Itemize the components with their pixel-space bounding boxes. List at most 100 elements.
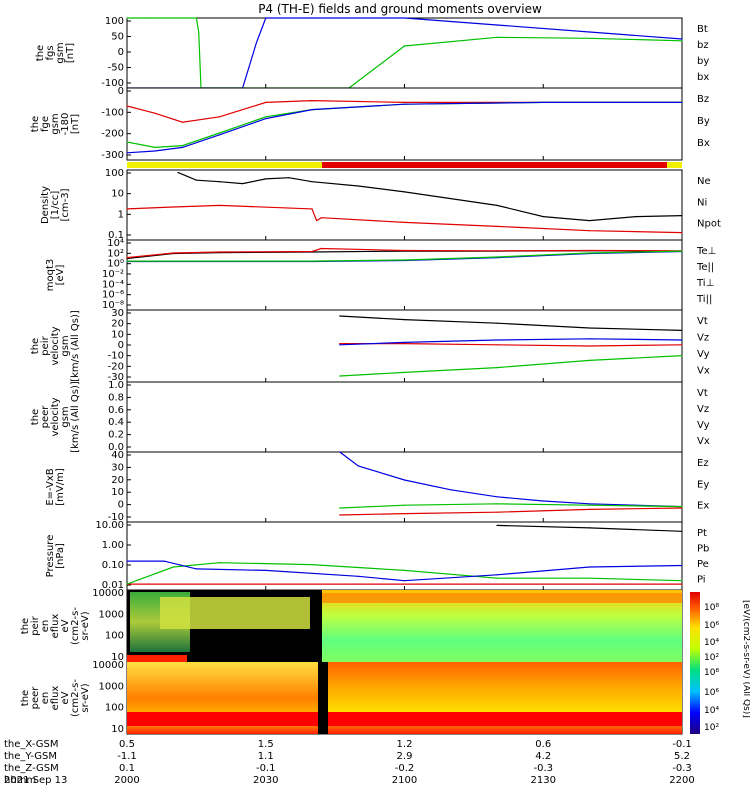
series-point <box>311 109 313 111</box>
panel-ylabel: Density <box>40 186 51 224</box>
y-tick-label: 0 <box>118 500 124 511</box>
series-point <box>403 191 406 193</box>
series-point <box>403 221 406 224</box>
series-point <box>403 249 406 252</box>
colorbar-tick-bottom-1: 10⁸ <box>704 668 719 678</box>
series-point <box>496 256 498 258</box>
x-axis-value: 2030 <box>253 775 278 786</box>
series-point <box>403 259 406 261</box>
series-point <box>195 179 197 181</box>
y-tick-label: 0.2 <box>108 430 124 441</box>
legend-entry: Ex <box>697 501 709 512</box>
series-point <box>496 36 498 38</box>
series-point <box>181 145 184 147</box>
y-tick-label: 0.0 <box>108 442 124 453</box>
colorbar-tick-bottom-3: 10⁴ <box>704 706 719 716</box>
series-point <box>198 31 200 33</box>
panel-ylabel: eV <box>60 619 71 632</box>
series-point <box>588 37 591 39</box>
series-point <box>542 101 544 103</box>
panel-ylabel: [km/s (All Qs)] <box>70 381 81 453</box>
x-axis-value: -0.3 <box>533 763 553 774</box>
series-point <box>311 208 313 210</box>
series-point <box>218 132 221 134</box>
series-point <box>172 566 174 568</box>
series-point <box>311 17 313 19</box>
panel-ylabel: peer <box>30 686 41 710</box>
y-tick-label: -10 <box>108 512 124 523</box>
electron-spectrogram-low-energy-band <box>127 712 682 726</box>
series-point <box>403 504 406 506</box>
series-point <box>126 208 128 210</box>
series-point <box>154 146 156 148</box>
legend-entry: Ne <box>697 176 711 187</box>
series-point <box>357 185 359 187</box>
y-tick-label: 50 <box>111 32 124 43</box>
y-tick-label: -100 <box>101 107 124 118</box>
y-tick-label: 1.00 <box>102 540 124 551</box>
legend-entry: Npot <box>697 219 721 230</box>
colorbar-label: [eV/(cm2-s-sr-eV) (All Qs)] <box>741 600 750 718</box>
legend-entry: Vx <box>697 366 710 377</box>
series-point <box>195 17 197 19</box>
panel-ylabel: the <box>20 618 31 634</box>
legend-entry: Vt <box>697 388 708 399</box>
y-tick-label: 10⁴ <box>107 238 124 249</box>
legend-entry: Pe <box>697 559 709 570</box>
legend-entry: Bx <box>697 138 710 149</box>
panel-ylabel: velocity <box>50 326 61 365</box>
panel-ylabel: peir <box>40 335 51 355</box>
legend-entry: Pi <box>697 575 706 586</box>
y-tick-label: -300 <box>101 150 124 161</box>
series-point <box>496 339 498 341</box>
legend-entry: Vt <box>697 316 708 327</box>
panel-ylabel: E=-VxB <box>45 468 56 505</box>
series-point <box>126 583 128 585</box>
series-point <box>265 116 267 118</box>
panel-ylabel: the <box>35 45 46 61</box>
panel-ylabel: sr-eV) <box>80 611 91 640</box>
y-tick-label: 30 <box>111 462 124 473</box>
panel-frame-p9 <box>126 521 683 591</box>
y-tick-label: 10⁻⁶ <box>102 290 124 301</box>
series-point <box>542 215 544 218</box>
series-point <box>265 101 267 103</box>
y-tick-label: 10000 <box>92 588 124 599</box>
mode-bar-slow <box>127 162 322 168</box>
x-axis-value: -0.1 <box>672 739 692 750</box>
panel-frame-p7 <box>126 381 683 453</box>
series-point <box>588 527 591 529</box>
panel-ylabel: peer <box>40 405 51 429</box>
figure-title: P4 (TH-E) fields and ground moments over… <box>258 2 542 16</box>
series-point <box>450 489 452 491</box>
series-point <box>320 217 322 219</box>
y-tick-label: 100 <box>105 703 124 714</box>
colorbar-scale <box>690 592 700 734</box>
panel-ylabel: gsm <box>55 42 66 63</box>
colorbar-tick-top-2: 10⁶ <box>704 621 719 631</box>
x-axis-value: -0.2 <box>395 763 415 774</box>
series-point <box>681 530 683 532</box>
legend-entry: Vx <box>697 436 710 447</box>
series-point <box>403 479 406 481</box>
series-point <box>681 507 683 509</box>
y-tick-label: 10⁻² <box>102 269 124 280</box>
series-point <box>635 215 637 218</box>
ion-spectrogram-low-band <box>127 655 187 662</box>
legend-entry: Te⊥ <box>696 246 716 257</box>
x-axis-value: 1.5 <box>258 739 274 750</box>
y-tick-label: 1000 <box>99 681 124 692</box>
series-point <box>218 204 221 207</box>
series-point <box>126 260 128 262</box>
series-point <box>403 319 406 321</box>
y-tick-label: 0 <box>118 47 124 58</box>
mode-bar-fast <box>322 162 667 168</box>
series-point <box>588 359 591 361</box>
series-point <box>588 338 591 340</box>
colorbar: 10⁸ 10⁶ 10⁴ 10² 10⁸ 10⁶ 10⁴ 10² [eV/(cm2… <box>690 592 750 734</box>
x-axis-value: 2130 <box>531 775 556 786</box>
x-axis-row-label: the_Z-GSM <box>4 763 59 774</box>
x-axis-row-label: the_X-GSM <box>4 739 58 750</box>
series-point <box>681 250 683 252</box>
